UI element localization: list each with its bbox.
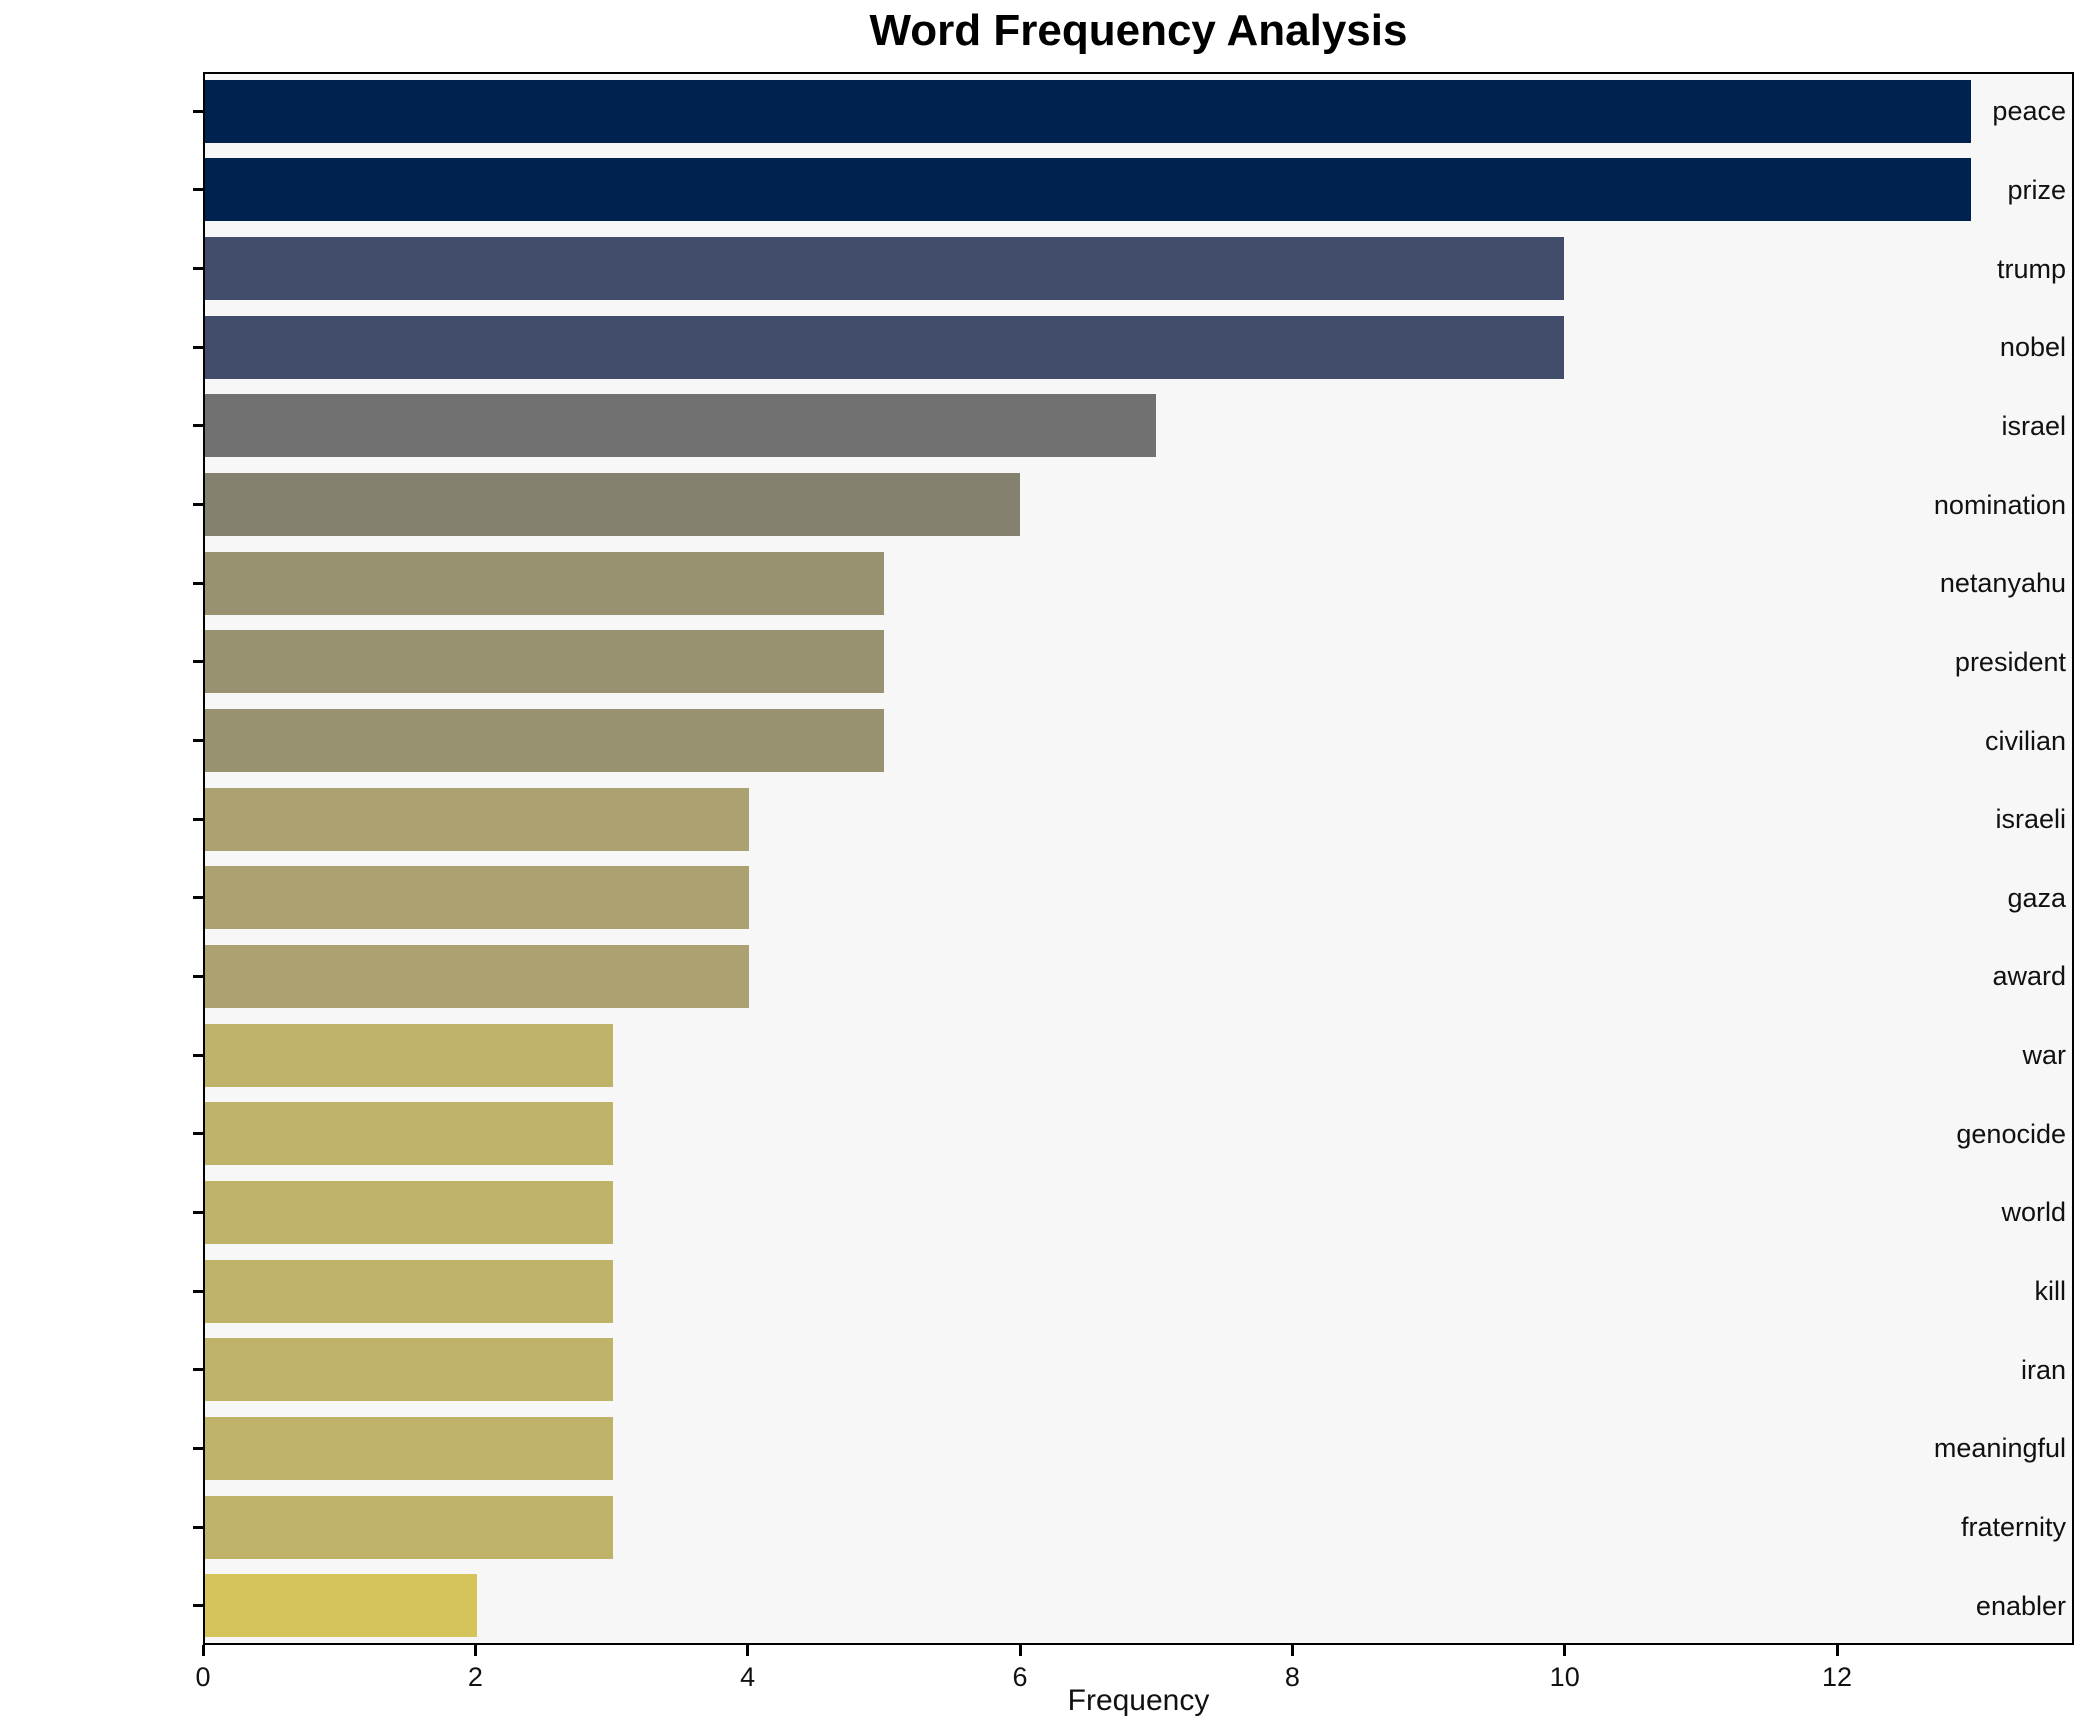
x-tick-mark	[1835, 1645, 1839, 1656]
y-tick-label: nomination	[1933, 489, 2066, 520]
y-tick-mark	[193, 739, 203, 743]
x-axis-label: Frequency	[1067, 1684, 1210, 1717]
bar-nobel	[205, 315, 1564, 379]
y-tick-mark	[193, 817, 203, 821]
y-tick-label: trump	[1996, 253, 2066, 284]
bar-peace	[205, 79, 1972, 143]
x-tick-label: 12	[1822, 1662, 1853, 1692]
y-tick-label: fraternity	[1960, 1512, 2066, 1543]
bar-trump	[205, 237, 1564, 301]
y-tick-mark	[193, 581, 203, 585]
bar-gaza	[205, 866, 749, 930]
y-tick-mark	[193, 424, 203, 428]
bar-iran	[205, 1338, 613, 1402]
x-tick-label: 0	[195, 1662, 211, 1692]
y-tick-label: gaza	[2007, 882, 2066, 913]
y-tick-mark	[193, 896, 203, 900]
y-tick-mark	[193, 1604, 203, 1608]
y-tick-mark	[193, 1368, 203, 1372]
x-tick-label: 2	[467, 1662, 483, 1692]
bar-award	[205, 944, 749, 1008]
y-tick-mark	[193, 660, 203, 664]
y-tick-label: president	[1954, 646, 2066, 677]
y-tick-mark	[193, 1053, 203, 1057]
y-tick-label: war	[2022, 1040, 2066, 1071]
x-tick-label: 10	[1549, 1662, 1580, 1692]
y-tick-label: world	[2001, 1197, 2066, 1228]
y-tick-label: israeli	[1995, 804, 2066, 835]
y-tick-label: peace	[1992, 96, 2066, 127]
y-tick-label: kill	[2034, 1276, 2067, 1307]
y-tick-mark	[193, 974, 203, 978]
bar-prize	[205, 158, 1972, 222]
bar-world	[205, 1180, 613, 1244]
x-tick-label: 4	[740, 1662, 756, 1692]
y-tick-mark	[193, 109, 203, 113]
bar-netanyahu	[205, 551, 885, 615]
y-tick-label: enabler	[1975, 1590, 2066, 1621]
bar-nomination	[205, 473, 1021, 537]
y-tick-mark	[193, 188, 203, 192]
y-tick-label: nobel	[1999, 332, 2066, 363]
y-tick-mark	[193, 1132, 203, 1136]
y-tick-mark	[193, 267, 203, 271]
y-tick-label: genocide	[1956, 1118, 2066, 1149]
bar-israeli	[205, 787, 749, 851]
bar-meaningful	[205, 1416, 613, 1480]
x-tick-mark	[1290, 1645, 1294, 1656]
y-tick-label: israel	[2001, 410, 2066, 441]
bar-war	[205, 1023, 613, 1087]
y-tick-mark	[193, 503, 203, 507]
y-tick-label: award	[1992, 961, 2066, 992]
bar-enabler	[205, 1574, 477, 1638]
y-tick-mark	[193, 1210, 203, 1214]
y-tick-label: netanyahu	[1939, 568, 2066, 599]
y-tick-label: iran	[2020, 1354, 2066, 1385]
x-tick-mark	[1563, 1645, 1567, 1656]
plot-area	[203, 72, 2074, 1645]
bar-fraternity	[205, 1495, 613, 1559]
y-tick-label: civilian	[1984, 725, 2066, 756]
y-tick-mark	[193, 345, 203, 349]
y-tick-mark	[193, 1525, 203, 1529]
bar-israel	[205, 394, 1157, 458]
x-tick-mark	[473, 1645, 477, 1656]
bar-president	[205, 630, 885, 694]
x-tick-mark	[746, 1645, 750, 1656]
bar-genocide	[205, 1102, 613, 1166]
bar-civilian	[205, 709, 885, 773]
x-tick-mark	[1018, 1645, 1022, 1656]
bar-kill	[205, 1259, 613, 1323]
y-tick-mark	[193, 1446, 203, 1450]
x-tick-label: 6	[1012, 1662, 1028, 1692]
chart-title: Word Frequency Analysis	[869, 6, 1408, 55]
x-tick-label: 8	[1284, 1662, 1300, 1692]
y-tick-label: prize	[2007, 174, 2066, 205]
y-tick-mark	[193, 1289, 203, 1293]
y-tick-label: meaningful	[1933, 1433, 2066, 1464]
x-tick-mark	[201, 1645, 205, 1656]
